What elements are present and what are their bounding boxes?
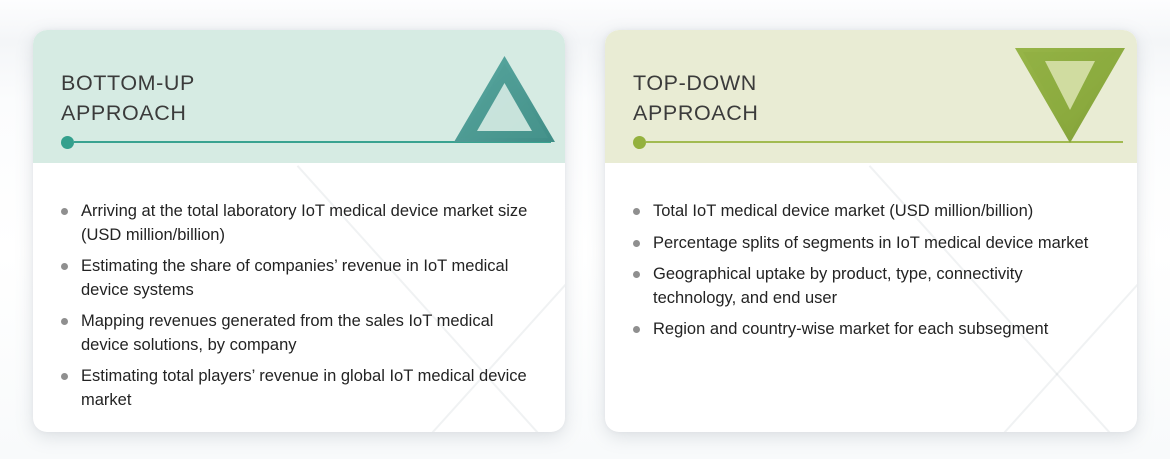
bullet-text: Region and country-wise market for each … (653, 320, 1049, 338)
list-item: Estimating the share of companies’ reven… (61, 255, 537, 302)
card-title: BOTTOM-UP APPROACH (61, 71, 195, 125)
bullet-text: Percentage splits of segments in IoT med… (653, 233, 1089, 252)
list-item: Geographical uptake by product, type, co… (633, 263, 1109, 310)
accent-underline (61, 135, 551, 149)
bullet-text: Mapping revenues generated from the sale… (81, 312, 494, 354)
top-down-approach-card: TOP-DOWN APPROACH (605, 30, 1137, 432)
bullet-icon (633, 326, 640, 333)
list-item: Arriving at the total laboratory IoT med… (61, 200, 537, 247)
card-title: TOP-DOWN APPROACH (633, 71, 759, 125)
bullet-text: Geographical uptake by product, type, co… (653, 265, 1023, 307)
bottom-up-body: Arriving at the total laboratory IoT med… (33, 163, 565, 432)
bullet-icon (633, 208, 640, 215)
list-item: Region and country-wise market for each … (633, 318, 1109, 342)
list-item: Percentage splits of segments in IoT med… (633, 232, 1109, 256)
bullet-text: Arriving at the total laboratory IoT med… (81, 202, 528, 244)
bullet-text: Estimating the share of companies’ reven… (81, 257, 509, 299)
triangle-up-icon (454, 56, 555, 142)
bullet-icon (633, 271, 640, 278)
list-item: Total IoT medical device market (USD mil… (633, 200, 1109, 224)
bullet-list: Total IoT medical device market (USD mil… (633, 200, 1109, 342)
bullet-icon (61, 373, 68, 380)
accent-underline (633, 135, 1123, 149)
accent-line (74, 141, 551, 143)
top-down-header: TOP-DOWN APPROACH (605, 30, 1137, 163)
bullet-icon (61, 318, 68, 325)
bottom-up-approach-card: BOTTOM-UP APPROACH (33, 30, 565, 432)
bullet-list: Arriving at the total laboratory IoT med… (61, 200, 537, 412)
bullet-icon (61, 208, 68, 215)
triangle-down-icon (1015, 48, 1125, 143)
bullet-text: Total IoT medical device market (USD mil… (653, 202, 1034, 220)
accent-dot (633, 135, 646, 149)
bottom-up-header: BOTTOM-UP APPROACH (33, 30, 565, 163)
bullet-icon (633, 239, 640, 247)
list-item: Estimating total players’ revenue in glo… (61, 365, 537, 412)
accent-dot (61, 135, 74, 149)
accent-line (646, 141, 1123, 143)
list-item: Mapping revenues generated from the sale… (61, 310, 537, 357)
top-down-body: Total IoT medical device market (USD mil… (605, 163, 1137, 432)
bullet-icon (61, 263, 68, 270)
bullet-text: Estimating total players’ revenue in glo… (81, 367, 527, 409)
